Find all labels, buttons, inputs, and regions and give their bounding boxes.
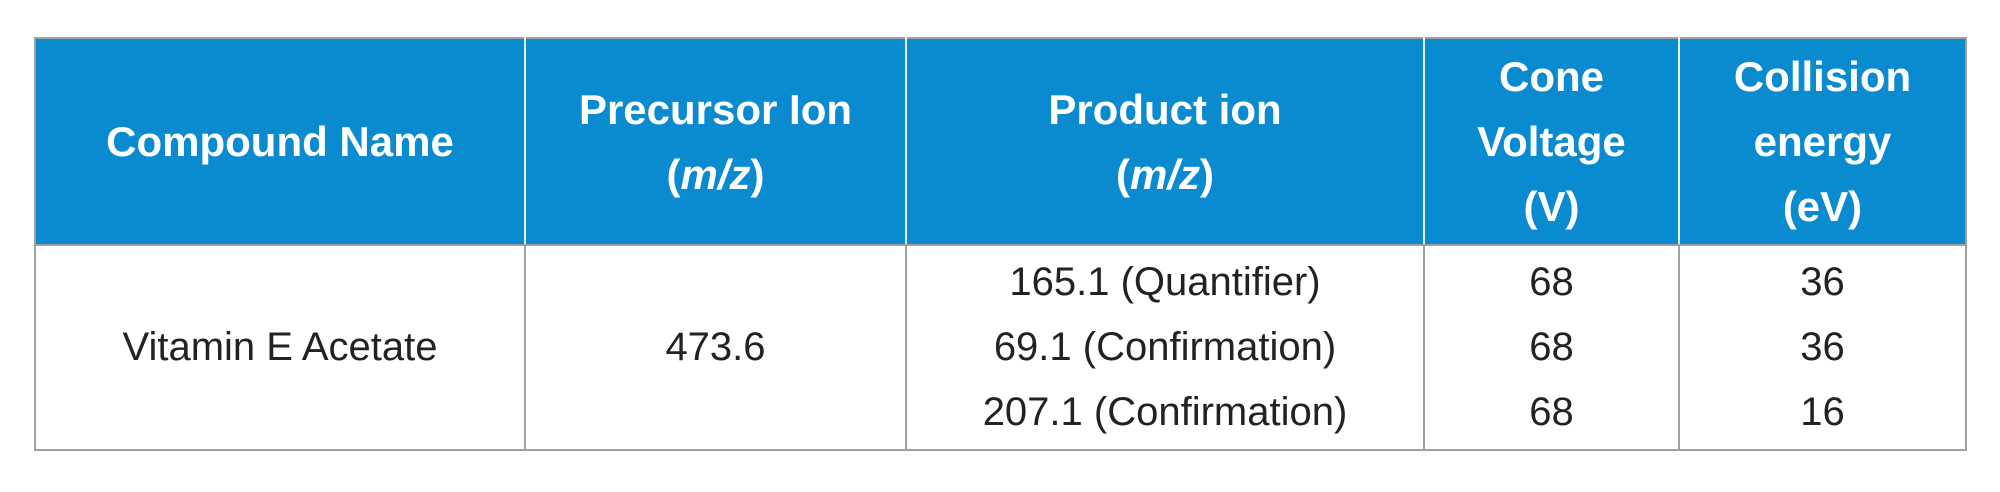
header-label: Precursor Ion bbox=[578, 85, 853, 133]
cell-cone-voltage: 68 68 68 bbox=[1423, 244, 1680, 451]
table-row: Vitamin E Acetate 473.6 165.1 (Quantifie… bbox=[34, 244, 1967, 451]
header-unit: (V) bbox=[1523, 183, 1580, 230]
header-cone-voltage: Cone Voltage (V) bbox=[1423, 37, 1680, 246]
header-unit: (m/z) bbox=[1115, 150, 1214, 198]
header-label: Product ion bbox=[1048, 85, 1282, 133]
cell-products: 165.1 (Quantifier) 69.1 (Confirmation) 2… bbox=[905, 244, 1425, 451]
header-label: energy bbox=[1753, 118, 1892, 165]
collision-energy-value: 36 bbox=[1800, 260, 1845, 304]
header-product-ion: Product ion (m/z) bbox=[905, 37, 1425, 246]
cone-voltage-value: 68 bbox=[1529, 325, 1574, 369]
mrm-parameters-table: Compound Name Precursor Ion (m/z) Produc… bbox=[34, 37, 1967, 451]
header-precursor-ion: Precursor Ion (m/z) bbox=[524, 37, 907, 246]
collision-energy-value: 36 bbox=[1800, 325, 1845, 369]
collision-energy-value: 16 bbox=[1800, 390, 1845, 434]
product-ion-value: 165.1 (Quantifier) bbox=[1009, 260, 1321, 304]
cell-compound: Vitamin E Acetate bbox=[34, 244, 526, 451]
header-row: Compound Name Precursor Ion (m/z) Produc… bbox=[34, 37, 1967, 246]
header-label: Collision bbox=[1733, 53, 1912, 100]
header-label: Cone bbox=[1499, 53, 1604, 100]
header-label: Compound Name bbox=[106, 118, 454, 165]
header-label: Voltage bbox=[1477, 118, 1626, 165]
header-unit: (eV) bbox=[1782, 183, 1863, 230]
cell-precursor: 473.6 bbox=[524, 244, 907, 451]
cone-voltage-value: 68 bbox=[1529, 260, 1574, 304]
cell-collision-energy: 36 36 16 bbox=[1678, 244, 1967, 451]
cone-voltage-value: 68 bbox=[1529, 390, 1574, 434]
product-ion-value: 207.1 (Confirmation) bbox=[982, 390, 1348, 434]
product-ion-value: 69.1 (Confirmation) bbox=[993, 325, 1337, 369]
header-unit: (m/z) bbox=[666, 150, 765, 198]
header-collision-energy: Collision energy (eV) bbox=[1678, 37, 1967, 246]
header-compound-name: Compound Name bbox=[34, 37, 526, 246]
